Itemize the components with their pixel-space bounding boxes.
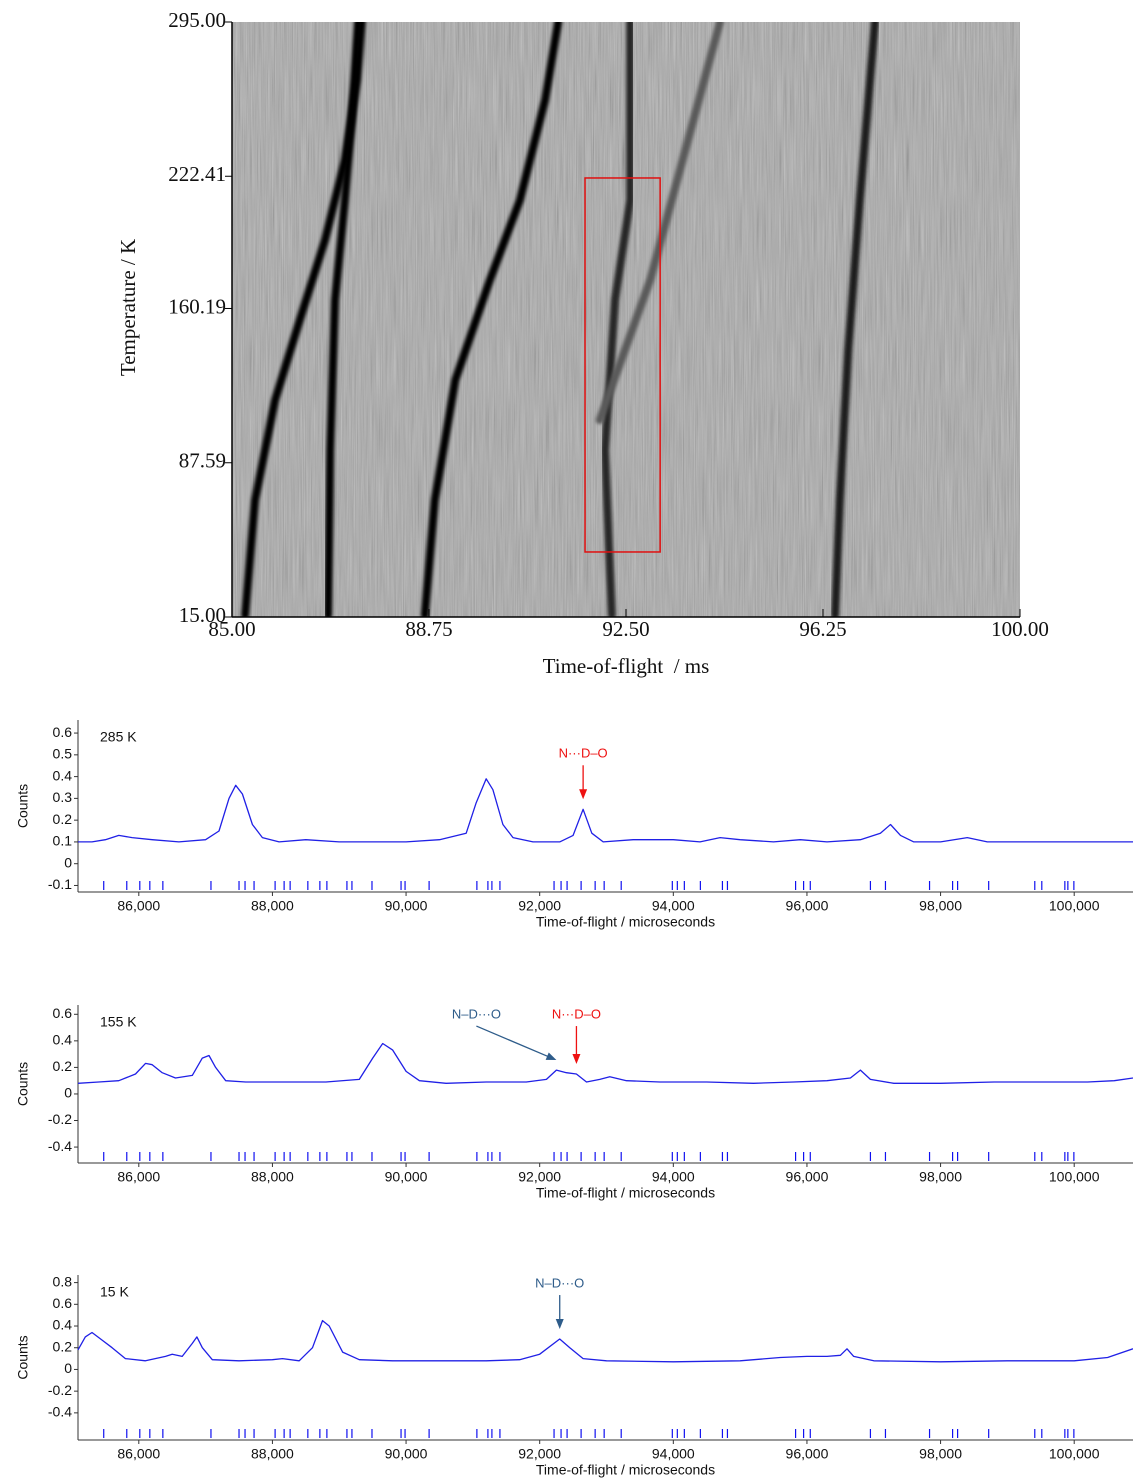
annotation-text: N–D···O — [535, 1275, 584, 1290]
y-tick-label: 0.6 — [53, 1005, 73, 1021]
y-axis-title: Counts — [15, 784, 31, 828]
y-tick-label: 0.5 — [53, 746, 73, 762]
x-tick-label: 92.50 — [602, 617, 649, 641]
x-tick-label: 98,000 — [919, 898, 962, 914]
peak-trace — [324, 22, 363, 617]
arrow-head — [579, 789, 588, 800]
x-axis-title: Time-of-flight / ms — [543, 654, 710, 678]
y-tick-label: 222.41 — [168, 162, 226, 186]
arrow-head — [572, 1054, 581, 1065]
y-tick-label: 160.19 — [168, 294, 226, 318]
peak-trace — [831, 22, 879, 617]
x-tick-label: 94,000 — [652, 1446, 695, 1462]
x-tick-label: 100,000 — [1049, 898, 1100, 914]
x-axis-title: Time-of-flight / microseconds — [536, 1462, 715, 1478]
arrow-head — [545, 1052, 557, 1061]
y-tick-label: -0.4 — [48, 1404, 72, 1420]
panel-label: 155 K — [100, 1014, 137, 1030]
y-axis-title: Counts — [15, 1335, 31, 1379]
x-tick-label: 86,000 — [117, 1169, 160, 1185]
annotation-text: N···D–O — [552, 1006, 601, 1021]
x-axis-title: Time-of-flight / microseconds — [536, 1185, 715, 1201]
y-tick-label: -0.2 — [48, 1382, 72, 1398]
y-tick-label: 0.6 — [53, 1295, 73, 1311]
x-axis-title: Time-of-flight / microseconds — [536, 914, 715, 930]
x-tick-label: 88,000 — [251, 1169, 294, 1185]
y-axis-title: Counts — [15, 1062, 31, 1106]
y-tick-label: 0 — [64, 1085, 72, 1101]
y-tick-label: 0 — [64, 1360, 72, 1376]
x-tick-label: 98,000 — [919, 1446, 962, 1462]
y-tick-label: -0.4 — [48, 1138, 72, 1154]
x-tick-label: 96,000 — [786, 1446, 829, 1462]
data-line — [77, 1319, 1133, 1363]
x-tick-label: 90,000 — [385, 898, 428, 914]
x-tick-label: 90,000 — [385, 1446, 428, 1462]
y-tick-label: 0.4 — [53, 1317, 73, 1333]
y-tick-label: 0.2 — [53, 1058, 73, 1074]
x-tick-label: 100,000 — [1049, 1169, 1100, 1185]
y-tick-label: 0.2 — [53, 811, 73, 827]
y-tick-label: 0.6 — [53, 724, 73, 740]
annotation-text: N–D···O — [452, 1006, 501, 1021]
data-line — [78, 778, 1133, 843]
x-tick-label: 92,000 — [518, 1446, 561, 1462]
x-tick-label: 88,000 — [251, 1446, 294, 1462]
y-tick-label: 295.00 — [168, 8, 226, 32]
x-tick-label: 94,000 — [652, 1169, 695, 1185]
annotation-arrow — [476, 1025, 552, 1059]
x-tick-label: 85.00 — [208, 617, 255, 641]
x-tick-label: 96.25 — [799, 617, 846, 641]
x-tick-label: 92,000 — [518, 1169, 561, 1185]
x-tick-label: 96,000 — [786, 1169, 829, 1185]
y-tick-label: -0.2 — [48, 1111, 72, 1127]
x-tick-label: 86,000 — [117, 898, 160, 914]
data-line — [77, 1042, 1133, 1084]
peak-trace — [601, 22, 635, 617]
y-tick-label: 0.8 — [53, 1273, 73, 1289]
y-tick-label: -0.1 — [48, 876, 72, 892]
x-tick-label: 92,000 — [518, 898, 561, 914]
y-tick-label: 0.2 — [53, 1338, 73, 1354]
x-tick-label: 100,000 — [1049, 1446, 1100, 1462]
y-tick-label: 87.59 — [179, 449, 226, 473]
x-tick-label: 90,000 — [385, 1169, 428, 1185]
x-tick-label: 94,000 — [652, 898, 695, 914]
panel-label: 285 K — [100, 729, 137, 745]
x-tick-label: 96,000 — [786, 898, 829, 914]
peak-trace — [595, 22, 724, 424]
y-tick-label: 15.00 — [179, 603, 226, 627]
heatmap-texture — [232, 22, 1020, 617]
highlight-box — [584, 177, 661, 553]
x-tick-label: 98,000 — [919, 1169, 962, 1185]
y-tick-label: 0.3 — [53, 789, 73, 805]
y-tick-label: 0 — [64, 854, 72, 870]
y-tick-label: 0.4 — [53, 1032, 73, 1048]
peak-trace — [420, 22, 563, 617]
y-axis-title: Temperature / K — [116, 239, 140, 376]
x-tick-label: 100.00 — [991, 617, 1049, 641]
arrow-head — [555, 1319, 564, 1330]
y-tick-label: 0.1 — [53, 833, 73, 849]
y-tick-label: 0.4 — [53, 767, 73, 783]
annotation-text: N···D–O — [559, 746, 608, 761]
x-tick-label: 86,000 — [117, 1446, 160, 1462]
panel-label: 15 K — [100, 1284, 129, 1300]
x-tick-label: 88,000 — [251, 898, 294, 914]
heatmap — [232, 22, 1020, 617]
x-tick-label: 88.75 — [405, 617, 452, 641]
